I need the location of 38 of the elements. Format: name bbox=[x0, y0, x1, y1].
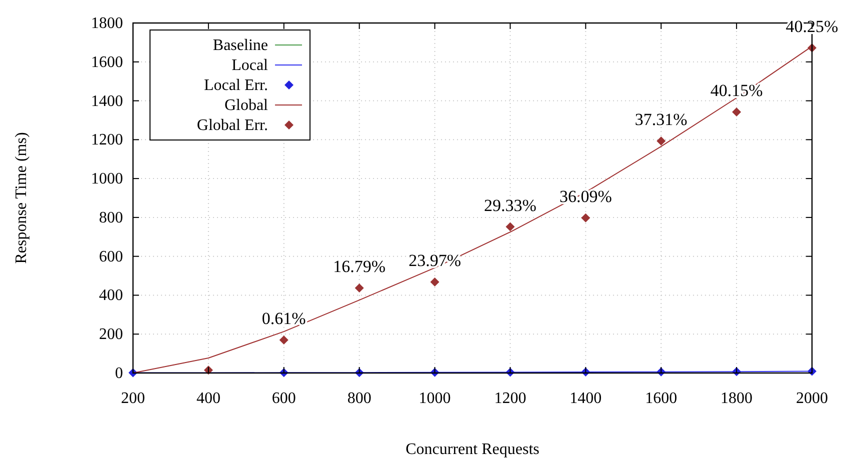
x-tick-label: 1200 bbox=[494, 390, 526, 407]
legend-label: Global bbox=[224, 97, 269, 114]
y-axis-title: Response Time (ms) bbox=[13, 132, 30, 264]
y-tick-label: 800 bbox=[99, 209, 123, 226]
legend-label: Baseline bbox=[212, 37, 268, 54]
y-tick-label: 1000 bbox=[91, 170, 123, 188]
y-tick-label: 1600 bbox=[91, 54, 123, 71]
y-tick-label: 400 bbox=[99, 287, 123, 304]
y-tick-label: 1400 bbox=[91, 92, 123, 110]
legend-label: Local Err. bbox=[204, 77, 268, 94]
annotation: 37.31% bbox=[634, 110, 688, 130]
annotation: 0.61% bbox=[262, 308, 306, 328]
x-tick-label: 2000 bbox=[796, 390, 828, 407]
point bbox=[506, 222, 515, 232]
y-tick-label: 0 bbox=[115, 365, 123, 382]
x-tick-label: 1000 bbox=[418, 390, 451, 407]
point bbox=[732, 108, 742, 117]
y-tick-label: 1800 bbox=[91, 15, 123, 32]
y-tick-label: 600 bbox=[99, 248, 123, 266]
x-axis-title: Concurrent Requests bbox=[406, 441, 540, 458]
legend-label: Local bbox=[232, 57, 269, 74]
point bbox=[279, 335, 288, 344]
x-tick-label: 1800 bbox=[720, 390, 753, 407]
x-tick-label: 1400 bbox=[570, 390, 602, 407]
y-tick-label: 1200 bbox=[91, 132, 123, 149]
y-tick-label: 200 bbox=[99, 326, 123, 344]
x-tick-label: 800 bbox=[347, 390, 372, 407]
annotation: 29.33% bbox=[484, 196, 536, 215]
annotation: 16.79% bbox=[333, 257, 386, 276]
x-tick-label: 600 bbox=[272, 390, 296, 407]
x-tick-label: 1600 bbox=[645, 390, 678, 407]
point bbox=[656, 136, 666, 146]
x-tick-label: 200 bbox=[121, 390, 145, 407]
point bbox=[430, 278, 440, 286]
legend-label: Global Err. bbox=[196, 117, 268, 134]
point bbox=[354, 284, 364, 293]
x-tick-label: 400 bbox=[196, 390, 220, 407]
point bbox=[581, 213, 590, 222]
